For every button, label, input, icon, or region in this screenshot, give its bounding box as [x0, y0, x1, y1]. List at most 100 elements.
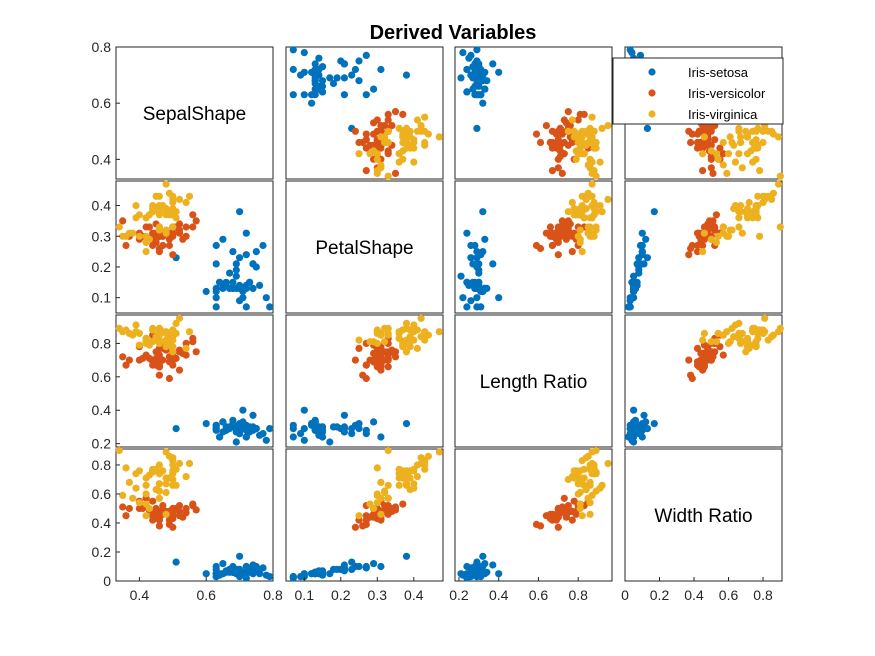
legend-marker: [648, 68, 656, 76]
panel-r1-c1: SepalShape: [115, 46, 274, 180]
point-iris-virginica: [424, 452, 432, 460]
point-iris-versicolor: [687, 138, 695, 147]
point-iris-virginica: [119, 232, 127, 240]
point-iris-versicolor: [351, 523, 359, 531]
point-iris-virginica: [162, 488, 170, 497]
point-iris-setosa: [249, 284, 257, 292]
point-iris-setosa: [222, 426, 230, 434]
point-iris-setosa: [311, 91, 319, 99]
panel-grid: SepalShape PetalShape Length Ratio Width Ra…: [92, 39, 784, 603]
point-iris-setosa: [638, 229, 646, 237]
point-iris-virginica: [776, 172, 784, 180]
point-iris-virginica: [384, 329, 392, 337]
point-iris-setosa: [232, 266, 240, 274]
panel-r4-c3: [454, 446, 613, 582]
y-tick-label: 0.8: [92, 39, 112, 55]
panel-frame: [285, 180, 444, 314]
point-iris-setosa: [489, 60, 497, 68]
point-iris-virginica: [402, 480, 411, 488]
point-iris-virginica: [132, 321, 140, 329]
point-iris-virginica: [182, 473, 190, 481]
point-iris-versicolor: [377, 144, 385, 152]
point-iris-setosa: [252, 425, 260, 433]
point-iris-virginica: [576, 504, 584, 513]
point-iris-virginica: [743, 205, 752, 213]
point-iris-setosa: [202, 287, 210, 296]
point-iris-versicolor: [688, 374, 696, 383]
point-iris-virginica: [115, 446, 123, 455]
panel-frame: [285, 46, 444, 180]
point-iris-setosa: [377, 65, 385, 74]
point-iris-virginica: [754, 334, 762, 342]
point-iris-versicolor: [568, 516, 576, 524]
point-iris-versicolor: [351, 356, 359, 364]
point-iris-setosa: [481, 85, 489, 93]
point-iris-virginica: [754, 329, 762, 337]
point-iris-setosa: [340, 74, 348, 82]
point-iris-virginica: [142, 481, 150, 489]
point-iris-virginica: [162, 474, 170, 482]
point-iris-versicolor: [699, 167, 707, 175]
point-iris-virginica: [564, 475, 572, 484]
point-iris-virginica: [373, 155, 381, 163]
point-iris-virginica: [719, 161, 727, 169]
point-iris-versicolor: [399, 110, 407, 118]
point-iris-virginica: [586, 229, 594, 237]
point-iris-setosa: [232, 438, 240, 446]
point-iris-virginica: [406, 486, 414, 494]
point-iris-virginica: [142, 512, 150, 520]
point-iris-virginica: [737, 138, 745, 147]
point-iris-setosa: [362, 426, 370, 434]
point-iris-virginica: [730, 205, 738, 213]
point-iris-setosa: [362, 562, 370, 571]
point-iris-versicolor: [384, 363, 392, 371]
point-iris-virginica: [576, 474, 584, 482]
point-iris-virginica: [182, 198, 190, 207]
point-iris-setosa: [624, 303, 633, 311]
point-iris-versicolor: [532, 241, 541, 250]
point-iris-versicolor: [155, 371, 163, 379]
point-iris-virginica: [132, 484, 140, 492]
point-iris-setosa: [495, 570, 503, 578]
point-iris-setosa: [300, 436, 308, 444]
point-iris-setosa: [266, 425, 274, 433]
point-iris-virginica: [159, 202, 167, 210]
point-iris-setosa: [471, 241, 479, 250]
point-iris-versicolor: [119, 503, 127, 511]
panel-frame: [624, 448, 783, 582]
point-iris-virginica: [586, 465, 594, 473]
point-iris-versicolor: [532, 130, 541, 138]
x-tick-label: 0.2: [650, 587, 670, 603]
point-iris-setosa: [370, 418, 378, 426]
point-iris-setosa: [473, 260, 481, 268]
point-iris-versicolor: [165, 241, 173, 250]
point-iris-versicolor: [384, 348, 392, 356]
point-iris-versicolor: [546, 223, 555, 231]
point-iris-virginica: [162, 480, 170, 488]
point-iris-virginica: [410, 136, 418, 144]
point-iris-setosa: [259, 564, 267, 572]
x-tick-label: 0.4: [130, 587, 150, 603]
point-iris-versicolor: [122, 241, 130, 250]
point-iris-virginica: [155, 208, 163, 216]
panel-frame: [115, 46, 274, 180]
point-iris-virginica: [588, 136, 596, 144]
point-iris-virginica: [719, 223, 727, 231]
point-iris-setosa: [212, 303, 220, 311]
point-iris-setosa: [481, 235, 489, 243]
x-tick-label: 0.2: [331, 587, 351, 603]
point-iris-setosa: [236, 208, 244, 216]
point-iris-setosa: [212, 284, 220, 292]
point-iris-setosa: [631, 426, 640, 434]
point-iris-versicolor: [580, 110, 588, 118]
point-iris-virginica: [135, 329, 143, 337]
point-iris-virginica: [132, 202, 140, 210]
point-iris-versicolor: [165, 374, 173, 383]
point-iris-virginica: [726, 338, 734, 346]
panel-r3-c1: [115, 314, 274, 448]
point-iris-virginica: [125, 478, 133, 486]
point-iris-setosa: [340, 91, 348, 99]
point-iris-virginica: [592, 223, 600, 231]
point-iris-versicolor: [574, 116, 582, 124]
